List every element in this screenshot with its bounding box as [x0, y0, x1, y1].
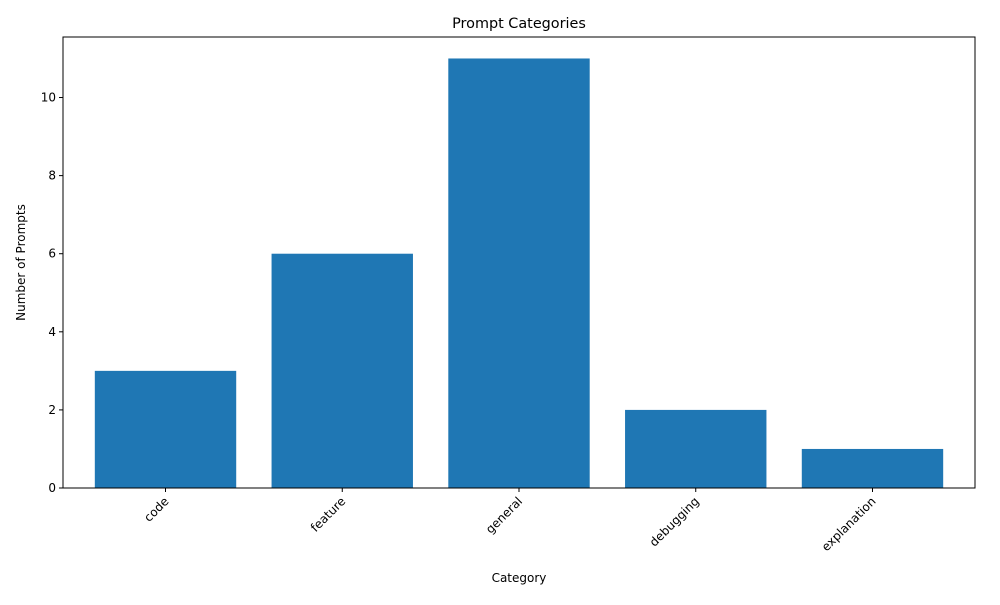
bar-feature — [271, 253, 413, 488]
y-tick-label: 0 — [48, 481, 56, 495]
y-tick-label: 4 — [48, 325, 56, 339]
bar-code — [94, 370, 237, 488]
y-axis: 0 2 4 6 8 10 — [41, 91, 63, 495]
bar-debugging — [625, 409, 767, 488]
chart-title: Prompt Categories — [452, 16, 586, 32]
x-axis-label: Category — [492, 571, 547, 585]
bar-explanation — [801, 448, 944, 488]
x-tick-label: debugging — [647, 494, 702, 549]
y-tick-label: 2 — [48, 403, 56, 417]
bar-general — [448, 58, 590, 488]
y-tick-label: 10 — [41, 91, 56, 105]
y-axis-label: Number of Prompts — [14, 204, 28, 321]
y-tick-label: 6 — [48, 247, 56, 261]
x-axis: code feature general debugging explanation — [141, 488, 879, 554]
axes-frame — [62, 36, 976, 489]
x-tick-label: explanation — [819, 494, 879, 554]
bars-layer — [94, 58, 944, 488]
x-tick-label: feature — [308, 494, 349, 535]
x-tick-label: general — [483, 494, 525, 536]
y-tick-label: 8 — [48, 169, 56, 183]
x-tick-label: code — [141, 494, 171, 524]
